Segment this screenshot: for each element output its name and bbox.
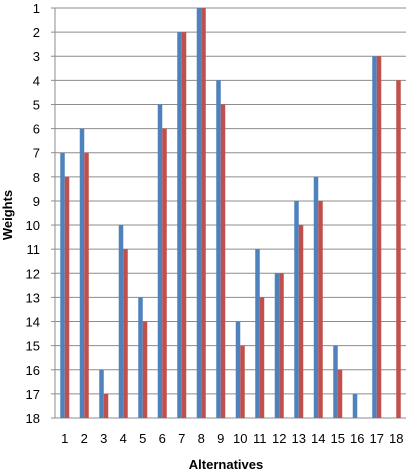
- bar: [123, 249, 128, 418]
- bar: [337, 369, 343, 418]
- x-tick-label: 7: [178, 431, 185, 446]
- x-tick-labels: 1 2 3 4 5 6 7 8 9 10 11 12 13 14 15 16 17 18: [61, 431, 403, 446]
- bar: [294, 200, 299, 418]
- bar: [157, 104, 163, 419]
- y-tick-label: 10: [26, 218, 40, 233]
- x-tick-label: 3: [100, 431, 107, 446]
- bar: [201, 8, 206, 418]
- y-tick-label: 11: [27, 242, 41, 257]
- y-tick-label: 4: [33, 73, 40, 88]
- axes: [51, 7, 56, 419]
- bar: [333, 345, 338, 418]
- y-tick-label: 14: [26, 315, 40, 330]
- bar: [279, 273, 284, 418]
- y-tick-label: 3: [33, 49, 40, 64]
- y-tick-label: 8: [33, 170, 40, 185]
- x-tick-label: 5: [139, 431, 146, 446]
- bar: [372, 56, 377, 419]
- x-tick-label: 4: [120, 431, 127, 446]
- y-tick-label: 7: [33, 146, 40, 161]
- y-tick-label: 2: [33, 25, 40, 40]
- x-tick-label: 6: [159, 431, 166, 446]
- y-tick-label: 18: [26, 411, 40, 426]
- bar: [274, 273, 280, 418]
- x-tick-label: 17: [370, 431, 384, 446]
- bar: [235, 321, 241, 418]
- x-tick-label: 2: [81, 431, 88, 446]
- bar: [216, 80, 221, 419]
- x-tick-label: 12: [272, 431, 286, 446]
- bar: [142, 321, 148, 418]
- x-tick-label: 1: [61, 431, 68, 446]
- x-axis-title: Alternatives: [189, 457, 263, 472]
- bar: [103, 393, 109, 418]
- bar: [60, 152, 65, 419]
- y-tick-label: 15: [26, 339, 40, 354]
- y-tick-label: 17: [26, 387, 40, 402]
- bar: [162, 128, 167, 418]
- bar: [118, 225, 124, 418]
- bar: [255, 249, 260, 418]
- bar: [376, 56, 382, 419]
- bar: [298, 225, 304, 418]
- bar: [177, 32, 182, 418]
- bar: [352, 393, 358, 418]
- bar: [240, 345, 245, 418]
- y-tick-label: 16: [26, 363, 40, 378]
- y-tick-label: 13: [26, 290, 40, 305]
- bar: [64, 176, 70, 418]
- y-tick-label: 9: [33, 194, 40, 209]
- x-tick-label: 13: [292, 431, 306, 446]
- x-tick-label: 9: [217, 431, 224, 446]
- y-tick-label: 5: [33, 97, 40, 112]
- bar: [396, 80, 401, 419]
- bar: [313, 176, 319, 418]
- bar: [318, 200, 323, 418]
- x-tick-label: 11: [253, 431, 267, 446]
- bar: [99, 369, 104, 418]
- bar: [79, 128, 85, 418]
- y-tick-label: 6: [33, 122, 40, 137]
- y-axis-title: Weights: [0, 190, 15, 240]
- y-tick-label: 1: [33, 1, 40, 16]
- x-tick-label: 14: [311, 431, 325, 446]
- bar: [84, 152, 89, 419]
- bar: [259, 297, 265, 418]
- x-tick-label: 18: [389, 431, 403, 446]
- x-tick-label: 16: [350, 431, 364, 446]
- bar: [138, 297, 143, 418]
- bar: [181, 32, 187, 418]
- bar: [220, 104, 226, 419]
- grid-lines: [55, 7, 406, 419]
- x-tick-label: 15: [331, 431, 345, 446]
- bars: [60, 8, 401, 419]
- y-tick-label: 12: [26, 266, 40, 281]
- x-tick-label: 10: [233, 431, 247, 446]
- bar: [196, 8, 202, 418]
- x-tick-label: 8: [198, 431, 205, 446]
